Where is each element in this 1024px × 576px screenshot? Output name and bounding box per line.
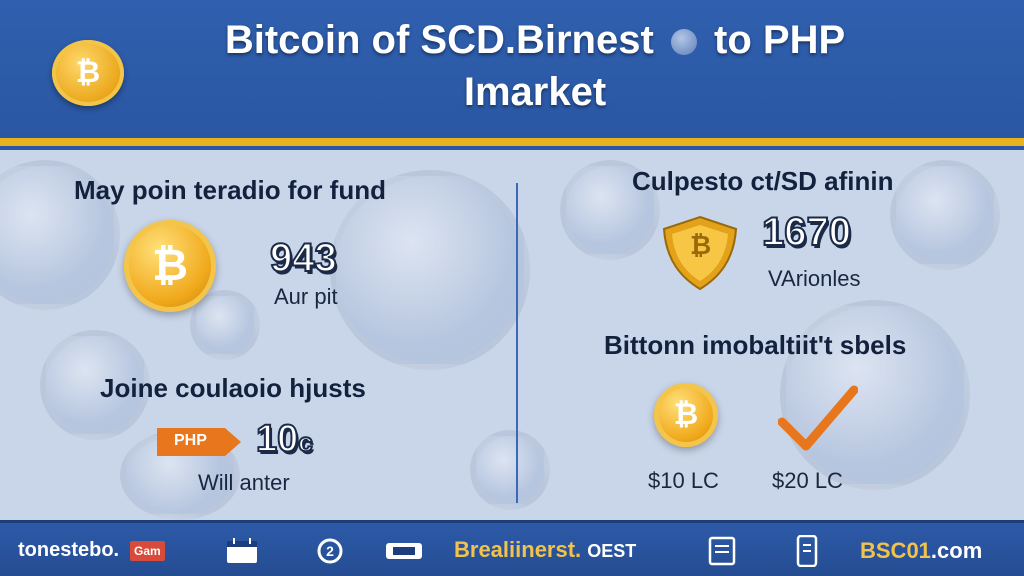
header-banner [0,0,1024,140]
column-divider [516,183,518,503]
php-arrow-tag-icon [157,428,241,456]
footer-middle-white: OEST [587,541,637,561]
footer-domain-suffix: .com [930,538,983,563]
php-tag-label: PHP [174,432,207,449]
bg-coin-decoration [0,160,120,310]
header-gold-stripe [0,138,1024,146]
left-value-2: 10c [255,417,314,461]
left-value-2-number: 10 [255,417,299,461]
left-value-1: 943 [269,235,338,281]
header-blue-stripe [0,146,1024,150]
price-b: $20 LC [772,468,843,493]
bg-coin-decoration [560,160,660,260]
left-heading-1: May poin teradio for fund [74,175,386,205]
ticket-icon[interactable] [384,536,424,566]
page-title: Bitcoin of SCD.Birnest to PHP Imarket [130,14,940,118]
footer-middle-gold: Brealiinerst. [454,537,582,562]
small-coin-icon [670,29,697,56]
footer-domain-gold: BSC01 [860,538,931,563]
title-line2: Imarket [463,70,607,114]
bg-coin-decoration [190,290,260,360]
right-heading-1: Culpesto ct/SD afinin [632,166,894,196]
shield-glyph: ₿ [690,230,712,260]
bg-coin-decoration [780,300,970,490]
coin-glyph: ₿ [152,241,188,290]
bg-coin-decoration [890,160,1000,270]
left-value-2-suffix: c [297,426,314,458]
bitcoin-logo-icon: ₿ [52,40,124,106]
svg-text:2: 2 [326,543,334,559]
left-heading-2: Joine coulaoio hjusts [100,373,366,403]
phone-icon[interactable] [792,535,822,567]
right-value-1: 1670 [761,209,852,255]
price-a: $10 LC [648,468,719,493]
footer-badge: Gam [130,541,165,561]
document-icon[interactable] [704,536,740,566]
footer-middle-text[interactable]: Brealiinerst. OEST [454,537,636,563]
title-line1-b: to PHP [714,18,846,62]
right-value-1-sub: VArionles [768,266,861,291]
shield-icon [662,215,738,291]
coin-glyph-small: ₿ [673,398,699,431]
bg-coin-decoration [40,330,150,440]
left-value-2-sub: Will anter [198,470,290,495]
title-line1-a: Bitcoin of SCD.Birnest [224,18,654,62]
checkmark-icon [778,385,858,451]
calendar-icon[interactable] [224,536,260,566]
left-value-1-sub: Aur pit [274,284,338,309]
bg-coin-decoration [330,170,530,370]
footer-bar: tonestebo. Gam 2 Brealiinerst. OEST BSC0… [0,520,1024,576]
bitcoin-coin-icon: ₿ [124,220,216,312]
footer-brand[interactable]: tonestebo. [18,539,120,561]
footer-domain[interactable]: BSC01.com [860,538,982,564]
refresh-icon[interactable]: 2 [312,536,348,566]
logo-glyph: ₿ [75,56,101,89]
right-heading-2: Bittonn imobaltiit't sbels [604,330,907,360]
bitcoin-coin-icon-small: ₿ [654,383,718,447]
bg-coin-decoration [470,430,550,510]
